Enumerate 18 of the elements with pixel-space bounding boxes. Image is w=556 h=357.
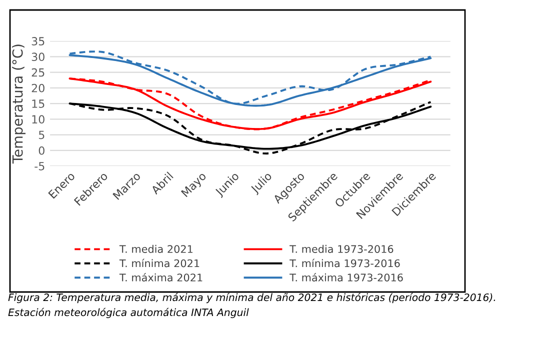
y-tick-label: 30: [32, 52, 44, 62]
legend-label: T. media 1973-2016: [290, 244, 394, 253]
legend-label: T. mínima 2021: [119, 258, 200, 268]
text: Estación meteorológica automática INTA Anguil: [8, 308, 249, 318]
legend-label: T. máxima 1973-2016: [290, 272, 403, 282]
legend-label: T. media 2021: [119, 244, 192, 253]
y-tick-label: -5: [34, 162, 44, 170]
y-tick-label: 0: [38, 146, 44, 155]
y-tick-label: 20: [32, 84, 44, 92]
legend-label: T. mínima 1973-2016: [290, 258, 400, 268]
y-tick-label: 15: [32, 100, 44, 108]
y-tick-label: 10: [32, 115, 44, 124]
text: Figura 2: Temperatura media, máxima y mínima del año 2021 e históricas (período 1973-2016).: [8, 292, 496, 304]
y-tick-label: 5: [38, 130, 44, 140]
y-tick-label: 25: [32, 68, 44, 77]
legend-label: T. máxima 2021: [119, 272, 202, 282]
y-axis-title: Temperatura (°C): [12, 44, 26, 164]
y-tick-label: 35: [32, 37, 44, 46]
